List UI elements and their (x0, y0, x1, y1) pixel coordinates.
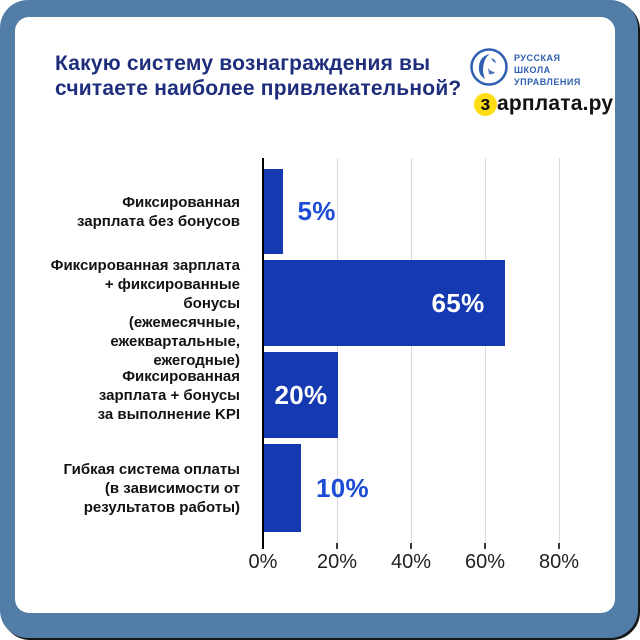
value-label-3: 10% (316, 472, 369, 503)
x-tick-60 (484, 543, 486, 549)
bar-1: 65% (264, 260, 505, 346)
category-label-3: Гибкая система оплаты (в зависимости от … (63, 461, 240, 516)
x-tick-label-3: 60% (464, 551, 506, 573)
zarplata-logo-mark: з (474, 92, 497, 116)
x-tick-80 (558, 543, 560, 549)
category-label-0: Фиксированная зарплата без бонусов (77, 194, 240, 230)
bar-row-3: 10% (264, 444, 608, 532)
card: Какую систему вознаграждения вы считаете… (15, 17, 615, 613)
x-tick-label-1: 20% (316, 551, 358, 573)
gridline-40 (411, 158, 412, 543)
zarplata-logo: з арплата.ру (474, 92, 613, 116)
x-tick-label-2: 40% (390, 551, 432, 573)
category-label-1: Фиксированная зарплата + фиксированные б… (50, 257, 240, 369)
bar-3 (264, 444, 301, 532)
gridline-80 (559, 158, 560, 543)
x-axis-labels: 0% 20% 40% 60% 80% (249, 551, 608, 577)
category-label-2: Фиксированная зарплата + бонусы за выпол… (97, 368, 240, 423)
rshu-logo: РУССКАЯ ШКОЛА УПРАВЛЕНИЯ (470, 48, 581, 91)
value-label-0: 5% (297, 196, 336, 226)
x-tick-20 (336, 543, 338, 549)
plot-area: 5% 65% 20% 10% 0% (249, 158, 608, 573)
rshu-logo-icon (470, 48, 508, 91)
zarplata-logo-text: арплата.ру (497, 92, 614, 115)
value-label-2: 20% (274, 379, 328, 410)
value-label-1: 65% (431, 287, 485, 318)
y-axis-line (262, 158, 264, 549)
bar-2: 20% (264, 352, 338, 438)
bar-row-1: 65% (264, 260, 608, 346)
bar-0 (264, 169, 283, 254)
bar-row-0: 5% (264, 169, 608, 254)
gridline-60 (485, 158, 486, 543)
rshu-logo-text: РУССКАЯ ШКОЛА УПРАВЛЕНИЯ (514, 52, 581, 87)
gridline-20 (337, 158, 338, 543)
bar-row-2: 20% (264, 352, 608, 438)
x-tick-label-4: 80% (538, 551, 580, 573)
x-tick-40 (410, 543, 412, 549)
chart-title: Какую систему вознаграждения вы считаете… (55, 52, 462, 100)
category-labels: Фиксированная зарплата без бонусов Фикси… (45, 17, 240, 613)
x-tick-label-0: 0% (248, 551, 278, 573)
